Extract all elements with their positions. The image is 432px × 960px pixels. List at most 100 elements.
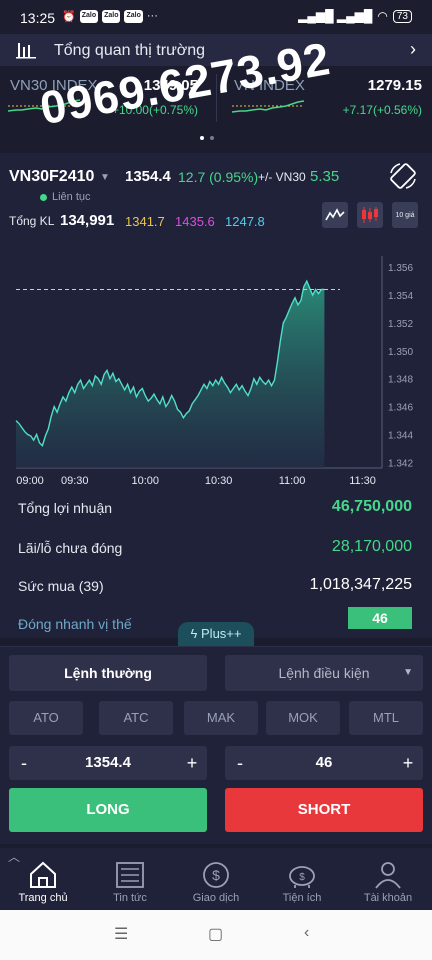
zalo-icon: Zalo (102, 10, 121, 23)
y-tick-label: 1.354 (388, 291, 413, 302)
x-tick-label: 10:00 (131, 475, 159, 487)
price-line (15, 279, 325, 447)
price-type-mtl[interactable]: MTL (349, 701, 423, 735)
price-type-ato[interactable]: ATO (9, 701, 83, 735)
price-input[interactable]: 1354.4 (85, 754, 131, 771)
more-notifications: ··· (146, 10, 158, 22)
long-button[interactable]: LONG (9, 788, 207, 832)
line-chart-button[interactable] (322, 202, 348, 228)
x-tick-label: 10:30 (205, 475, 233, 487)
index-value: 1279.15 (367, 77, 422, 94)
nav-label: Tài khoản (363, 892, 413, 904)
nav-account[interactable]: Tài khoản (353, 852, 423, 908)
chart-svg: 1.356 1.354 1.352 1.350 1.348 1.346 1.344 1.342… (15, 256, 413, 487)
candlestick-icon (362, 207, 378, 223)
collapse-caret-icon[interactable]: ︿ (8, 850, 21, 864)
y-tick-label: 1.342 (388, 458, 413, 469)
y-tick-label: 1.350 (388, 347, 413, 358)
price-type-mak[interactable]: MAK (184, 701, 258, 735)
market-overview-header[interactable]: Tổng quan thị trường › (0, 34, 432, 66)
status-bar: 13:25 ⏰ Zalo Zalo Zalo ··· ▂▄▆█ ▂▄▆█ ◠ 7… (0, 0, 432, 34)
index-change: +7.17(+0.56%) (342, 103, 422, 117)
index-sparkline (8, 99, 80, 112)
svg-text:$: $ (299, 872, 305, 883)
lightning-icon: ϟ (190, 626, 198, 641)
unrealized-pnl-label: Lãi/lỗ chưa đóng (18, 540, 123, 556)
x-tick-label: 11:30 (349, 475, 376, 487)
home-icon (30, 861, 56, 888)
conditional-order-dropdown[interactable]: Lệnh điều kiện ▼ (225, 655, 423, 691)
price-stepper: - 1354.4 + (9, 746, 207, 780)
reference-price: 1341.7 (125, 214, 165, 229)
bar-chart-icon (16, 43, 36, 59)
index-change: +10.00(+0.75%) (111, 103, 198, 117)
price-type-mok[interactable]: MOK (266, 701, 340, 735)
zalo-icon: Zalo (124, 10, 143, 23)
index-name: VN30 INDEX (10, 77, 98, 94)
session-status-dot (40, 194, 47, 201)
contract-change: 12.7 (0.95%) (178, 169, 259, 185)
back-icon[interactable]: ‹ (304, 924, 310, 941)
ten-level-button[interactable]: 10 giá (392, 202, 418, 228)
price-type-atc[interactable]: ATC (99, 701, 173, 735)
quantity-input[interactable]: 46 (315, 754, 333, 771)
carousel-dots (200, 136, 214, 140)
nav-utilities[interactable]: $ Tiện ích (267, 852, 337, 908)
price-decrease-button[interactable]: - (21, 753, 27, 773)
volume-label: Tổng KL (9, 214, 55, 228)
basis-label: +/- VN30 (258, 170, 306, 184)
y-tick-label: 1.356 (388, 263, 413, 274)
market-overview-title: Tổng quan thị trường (54, 42, 206, 59)
nav-label: Tin tức (113, 892, 147, 904)
index-summary: VN30 INDEX 1349.05 +10.00(+0.75%) VN IND… (0, 66, 432, 128)
conditional-order-label: Lệnh điều kiện (278, 665, 370, 681)
session-status: Liên tục (52, 191, 91, 203)
nav-trade[interactable]: $ Giao dịch (181, 852, 251, 908)
y-tick-label: 1.344 (388, 431, 413, 442)
x-tick-label: 09:30 (61, 475, 89, 487)
nav-news[interactable]: Tin tức (95, 852, 165, 908)
quantity-increase-button[interactable]: + (402, 753, 414, 773)
buying-power-value: 1,018,347,225 (309, 576, 412, 593)
candlestick-chart-button[interactable] (357, 202, 383, 228)
floor-price: 1247.8 (225, 214, 265, 229)
x-tick-label: 09:00 (16, 475, 44, 487)
index-card-vn30[interactable]: VN30 INDEX 1349.05 +10.00(+0.75%) (0, 66, 216, 128)
line-chart-icon (325, 208, 345, 221)
chevron-down-icon: ▼ (403, 667, 413, 678)
x-tick-label: 11:00 (279, 475, 306, 487)
quick-close-quantity[interactable]: 46 (348, 607, 412, 629)
index-sparkline (232, 100, 304, 113)
signal-icon: ▂▄▆█ ▂▄▆█ (298, 9, 373, 23)
order-panel: Lệnh thường Lệnh điều kiện ▼ ATO ATC MAK… (0, 646, 432, 844)
home-square-icon[interactable]: ▢ (208, 926, 224, 943)
index-card-vnindex[interactable]: VN INDEX 1279.15 +7.17(+0.56%) (224, 66, 432, 128)
plus-tab-label: Plus++ (201, 626, 242, 641)
carousel-dot-active (200, 136, 204, 140)
plus-tab[interactable]: ϟ Plus++ (178, 622, 254, 646)
quick-close-label[interactable]: Đóng nhanh vị thế (18, 616, 132, 632)
chevron-right-icon[interactable]: › (410, 39, 416, 59)
price-increase-button[interactable]: + (186, 753, 198, 773)
total-profit-label: Tổng lợi nhuận (18, 500, 113, 516)
news-icon (116, 862, 144, 888)
buying-power-label: Sức mua (39) (18, 578, 104, 594)
contract-code[interactable]: VN30F2410 (9, 168, 95, 185)
nav-home[interactable]: Trang chủ (8, 852, 78, 908)
normal-order-tab[interactable]: Lệnh thường (9, 655, 207, 691)
short-button[interactable]: SHORT (225, 788, 423, 832)
svg-text:$: $ (212, 867, 220, 883)
carousel-dot (210, 136, 214, 140)
user-icon (375, 862, 401, 889)
index-divider (216, 74, 217, 122)
recent-apps-icon[interactable]: ☰ (114, 926, 129, 943)
nav-label: Giao dịch (192, 892, 240, 904)
contract-panel: VN30F2410 ▼ 1354.4 12.7 (0.95%) +/- VN30… (0, 153, 432, 508)
intraday-chart: 1.356 1.354 1.352 1.350 1.348 1.346 1.344 1.342… (0, 248, 432, 493)
price-area (16, 281, 325, 468)
quantity-decrease-button[interactable]: - (237, 753, 243, 773)
total-profit-value: 46,750,000 (331, 498, 412, 515)
contract-price: 1354.4 (125, 168, 171, 185)
chevron-down-icon[interactable]: ▼ (100, 172, 110, 183)
rotate-screen-icon[interactable] (388, 161, 418, 191)
